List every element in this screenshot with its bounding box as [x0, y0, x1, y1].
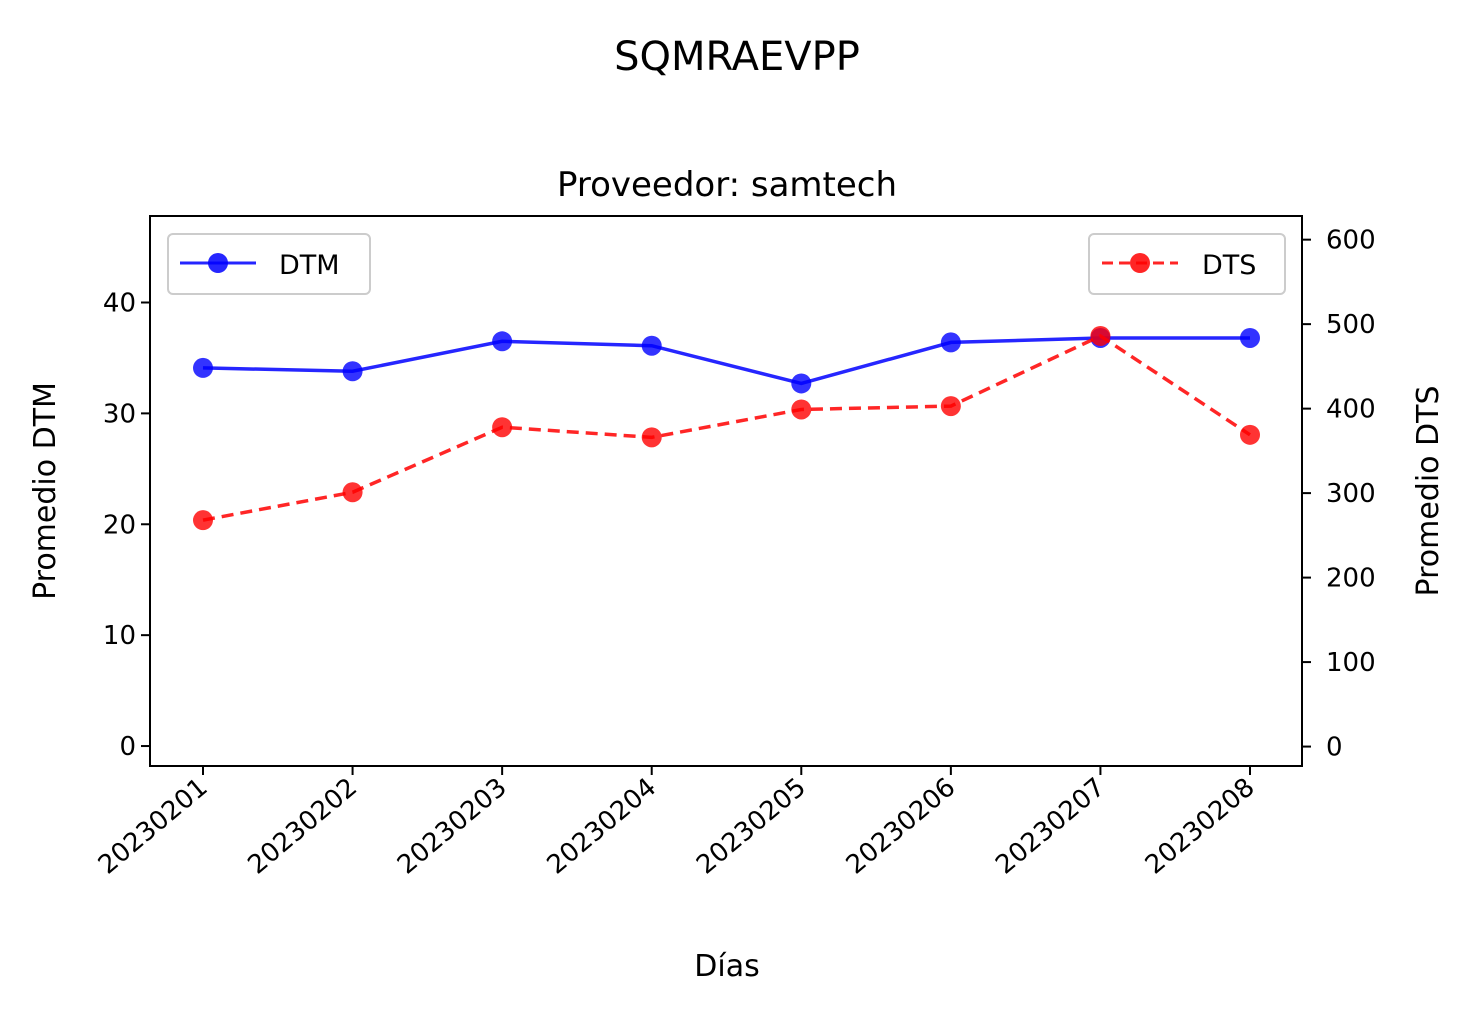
chart-title: Proveedor: samtech	[557, 165, 897, 205]
legend-label-dts: DTS	[1202, 250, 1256, 281]
left-tick-label: 20	[103, 510, 136, 540]
data-point-dtm	[940, 332, 961, 353]
right-tick-label: 500	[1326, 310, 1376, 340]
data-point-dts	[1240, 424, 1260, 445]
x-tick-label: 20230208	[1140, 772, 1261, 880]
data-point-dts	[342, 482, 363, 503]
x-tick-label: 20230203	[392, 772, 513, 880]
left-tick-label: 0	[119, 732, 136, 762]
x-tick-label: 20230205	[691, 772, 812, 880]
x-tick-label: 20230207	[990, 772, 1111, 880]
data-point-dtm	[1240, 327, 1260, 348]
data-point-dts	[791, 399, 812, 420]
left-tick-label: 40	[103, 288, 136, 318]
data-point-dtm	[193, 357, 213, 378]
x-tick-label: 20230201	[93, 772, 214, 880]
right-tick-label: 0	[1326, 733, 1343, 763]
left-tick-label: 10	[103, 621, 136, 651]
data-point-dts	[1090, 325, 1111, 346]
series-layer	[193, 325, 1260, 531]
data-point-dts	[193, 510, 213, 531]
y-axis-label-left: Promedio DTM	[28, 382, 63, 600]
data-point-dtm	[342, 361, 363, 382]
series-line-dtm	[202, 336, 1250, 386]
right-tick-label: 600	[1326, 226, 1376, 256]
right-axis: 0 100 200 300 400 500 600	[1302, 226, 1376, 763]
y-axis-label-right: Promedio DTS	[1411, 385, 1446, 596]
data-point-dtm	[641, 335, 662, 356]
x-tick-label: 20230202	[242, 772, 363, 880]
data-point-dts	[492, 417, 513, 438]
data-point-dtm	[492, 331, 513, 352]
series-line-dts	[202, 333, 1251, 522]
data-point-dts	[641, 427, 662, 448]
right-tick-label: 200	[1326, 564, 1376, 594]
legend-dtm: DTM	[167, 233, 371, 295]
x-tick-label: 20230206	[841, 772, 962, 880]
legend-label-dtm: DTM	[279, 250, 340, 281]
x-tick-label: 20230204	[542, 772, 663, 880]
right-tick-label: 300	[1326, 479, 1376, 509]
data-point-dts	[940, 396, 961, 417]
legend-dts: DTS	[1088, 233, 1286, 295]
chart-suptitle: SQMRAEVPP	[614, 34, 860, 80]
left-tick-label: 30	[103, 399, 136, 429]
right-tick-label: 100	[1326, 648, 1376, 678]
left-axis: 0 10 20 30 40	[103, 288, 150, 762]
plot-area	[149, 215, 1303, 767]
x-axis: 20230201 20230202 20230203 20230204 20230205…	[93, 766, 1261, 880]
data-point-dtm	[791, 373, 812, 394]
x-axis-label: Días	[694, 949, 759, 984]
right-tick-label: 400	[1326, 395, 1376, 425]
